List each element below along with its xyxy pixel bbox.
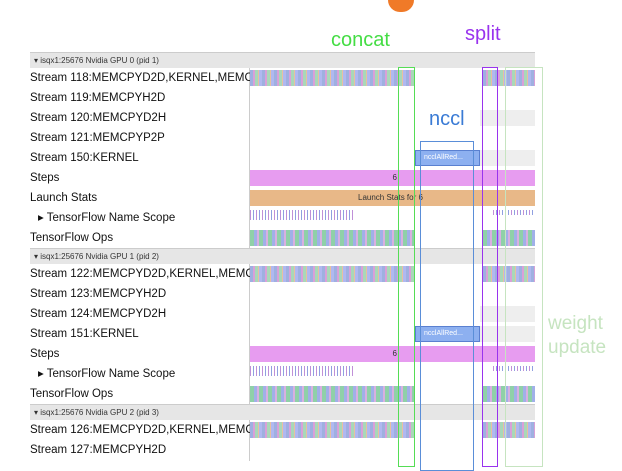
kernel-track	[483, 70, 535, 86]
concat-label: concat	[331, 29, 390, 51]
group-header: ▾ isqx1:25676 Nvidia GPU 0 (pid 1)	[30, 52, 535, 68]
kernel-track	[250, 266, 415, 282]
row-label: Stream 120:MEMCPYD2H	[30, 112, 167, 124]
row-label: ▸ TensorFlow Name Scope	[38, 368, 176, 380]
ops-track	[483, 386, 535, 402]
kernel-track	[483, 266, 535, 282]
row-label: Stream 119:MEMCPYH2D	[30, 92, 166, 104]
nccl-block: ncclAllRed...	[415, 326, 480, 342]
trace-rows: ▾ isqx1:25676 Nvidia GPU 0 (pid 1) Stream…	[30, 52, 535, 456]
row-label: Stream 118:MEMCPYD2D,KERNEL,MEMCPYH2D	[30, 72, 250, 84]
split-box	[482, 67, 498, 467]
row-label: Steps	[30, 348, 60, 360]
row-label: Stream 127:MEMCPYH2D	[30, 444, 167, 456]
steps-block: 6	[250, 346, 535, 362]
nccl-label: nccl	[429, 108, 465, 130]
weight-update-label: weight update	[548, 313, 607, 358]
ops-track	[250, 230, 415, 246]
kernel-track	[483, 422, 535, 438]
row-label: Stream 122:MEMCPYD2D,KERNEL,MEMCPYH2D	[30, 268, 250, 280]
scope-track	[493, 210, 535, 215]
row-band	[480, 110, 535, 126]
weight-update-box	[505, 67, 543, 467]
ops-track	[250, 386, 415, 402]
nccl-box	[420, 141, 474, 471]
row-label: TensorFlow Ops	[30, 388, 114, 400]
nccl-block: ncclAllRed...	[415, 150, 480, 166]
row-label: Launch Stats	[30, 192, 98, 204]
scope-track	[250, 210, 355, 220]
scope-track	[250, 366, 355, 376]
row-band	[480, 326, 535, 342]
group-header: ▾ isqx1:25676 Nvidia GPU 1 (pid 2)	[30, 248, 535, 264]
kernel-track	[250, 422, 415, 438]
orange-mark	[388, 0, 414, 12]
concat-box	[398, 67, 415, 467]
row-label: Stream 126:MEMCPYD2D,KERNEL,MEMCPYH2D	[30, 424, 250, 436]
row-band	[480, 150, 535, 166]
launch-block: Launch Stats for 6	[250, 190, 535, 206]
kernel-track	[250, 70, 415, 86]
scope-track	[493, 366, 535, 371]
split-label: split	[465, 23, 501, 45]
row-label: Stream 150:KERNEL	[30, 152, 139, 164]
row-band	[480, 306, 535, 322]
row-label: ▸ TensorFlow Name Scope	[38, 212, 176, 224]
trace-viewer: ▾ isqx1:25676 Nvidia GPU 0 (pid 1) Stream…	[30, 0, 607, 471]
ops-track	[483, 230, 535, 246]
steps-block: 6	[250, 170, 535, 186]
row-label: Stream 121:MEMCPYP2P	[30, 132, 165, 144]
group-header: ▾ isqx1:25676 Nvidia GPU 2 (pid 3)	[30, 404, 535, 420]
row-label: Stream 151:KERNEL	[30, 328, 139, 340]
row-label: TensorFlow Ops	[30, 232, 114, 244]
row-label: Stream 123:MEMCPYH2D	[30, 288, 167, 300]
row-label: Stream 124:MEMCPYD2H	[30, 308, 167, 320]
row-label: Steps	[30, 172, 60, 184]
